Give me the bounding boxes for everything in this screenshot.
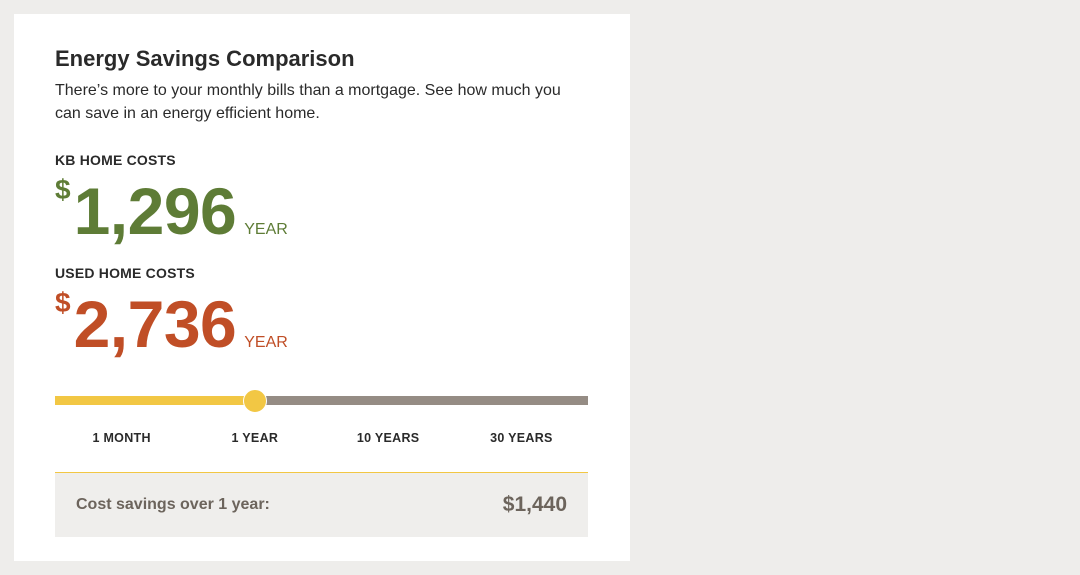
used-home-costs-label: USED HOME COSTS xyxy=(55,265,195,281)
kb-home-costs-label: KB HOME COSTS xyxy=(55,152,176,168)
slider-track[interactable] xyxy=(55,396,588,405)
kb-home-currency-symbol: $ xyxy=(55,174,71,205)
slider-tick-labels: 1 MONTH 1 YEAR 10 YEARS 30 YEARS xyxy=(55,430,588,446)
kb-home-amount: 1,296 xyxy=(73,174,237,248)
widget-description: There’s more to your monthly bills than … xyxy=(55,82,561,122)
slider-option-10-years[interactable]: 10 YEARS xyxy=(356,431,420,445)
slider-option-1-month[interactable]: 1 MONTH xyxy=(92,431,151,445)
cost-savings-panel: Cost savings over 1 year: $1,440 xyxy=(55,472,588,537)
time-period-slider[interactable] xyxy=(55,389,588,413)
kb-home-period: YEAR xyxy=(244,221,288,238)
widget-title: Energy Savings Comparison xyxy=(55,46,355,71)
kb-home-cost: $ 1,296 YEAR xyxy=(55,176,288,246)
slider-fill xyxy=(55,396,255,405)
used-home-cost: $ 2,736 YEAR xyxy=(55,289,288,359)
used-home-period: YEAR xyxy=(244,334,288,351)
slider-option-30-years[interactable]: 30 YEARS xyxy=(490,431,553,445)
cost-savings-value: $1,440 xyxy=(502,493,567,516)
energy-savings-card: Energy Savings Comparison There’s more t… xyxy=(14,14,630,561)
cost-savings-label: Cost savings over 1 year: xyxy=(76,496,270,513)
used-home-amount: 2,736 xyxy=(73,287,237,361)
slider-option-1-year[interactable]: 1 YEAR xyxy=(231,431,279,445)
slider-handle[interactable] xyxy=(242,389,267,413)
used-home-currency-symbol: $ xyxy=(55,287,71,318)
